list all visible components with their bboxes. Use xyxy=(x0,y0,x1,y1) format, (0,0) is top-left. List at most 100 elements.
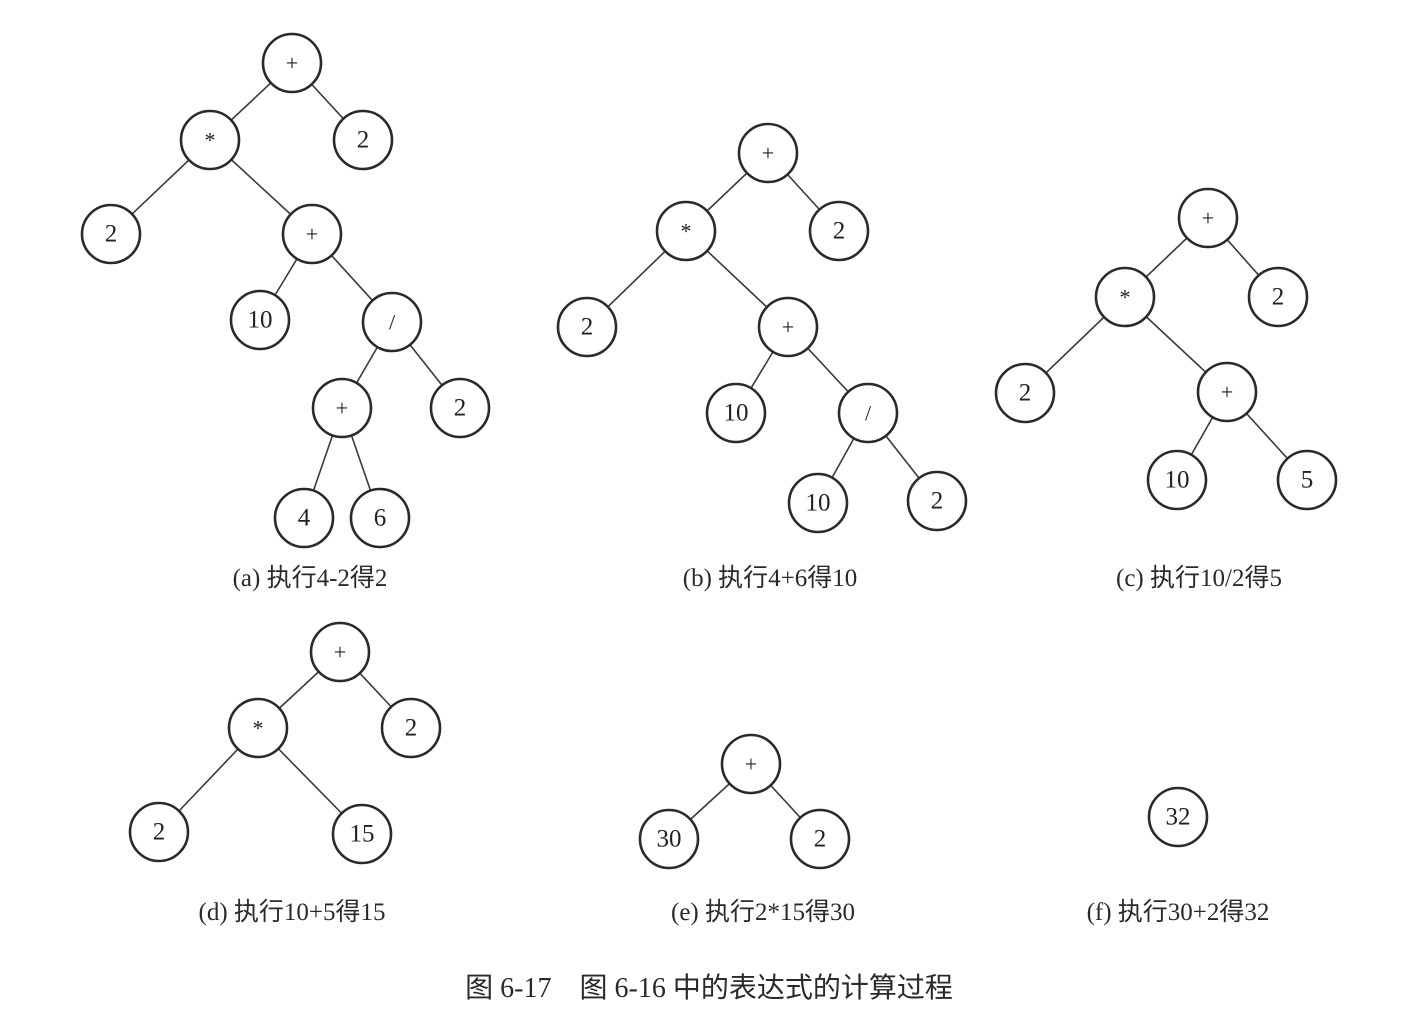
operator-node: + xyxy=(261,32,323,94)
node-label: 10 xyxy=(806,490,831,517)
tree-panel-e: +30 2 (e) 执行2*15得30 xyxy=(638,733,855,926)
panels-layer: + * 2 2 +10 / + 2 4 6 (a) 执行4-2得2 + * 2 2 +10 / 10 2 (b) 执行… xyxy=(80,32,1338,926)
node-label: / xyxy=(389,310,396,335)
operand-node: 2 xyxy=(808,200,870,262)
node-circle xyxy=(556,296,618,358)
node-label: + xyxy=(1202,206,1214,231)
operand-node: 10 xyxy=(705,382,767,444)
node-circle xyxy=(906,470,968,532)
node-circle xyxy=(837,382,899,444)
node-label: 2 xyxy=(357,127,370,154)
node-label: + xyxy=(745,752,757,777)
operand-node: 10 xyxy=(787,472,849,534)
node-circle xyxy=(273,487,335,549)
node-label: 6 xyxy=(374,505,387,532)
operator-node: * xyxy=(655,200,717,262)
operator-node: / xyxy=(837,382,899,444)
node-circle xyxy=(179,109,241,171)
node-circle xyxy=(349,487,411,549)
node-label: 2 xyxy=(581,314,594,341)
node-circle xyxy=(311,377,373,439)
operator-node: * xyxy=(1094,266,1156,328)
tree-edges xyxy=(110,62,461,519)
node-label: 30 xyxy=(657,826,682,853)
node-label: 2 xyxy=(1272,284,1285,311)
operator-node: * xyxy=(179,109,241,171)
panel-caption-b: (b) 执行4+6得10 xyxy=(683,564,858,592)
node-circle xyxy=(331,803,393,865)
node-label: 15 xyxy=(350,821,375,848)
node-circle xyxy=(227,697,289,759)
node-label: * xyxy=(1120,285,1131,310)
operator-node: / xyxy=(361,291,423,353)
node-circle xyxy=(757,296,819,358)
node-circle xyxy=(705,382,767,444)
panel-caption-d: (d) 执行10+5得15 xyxy=(199,898,386,926)
node-label: + xyxy=(334,640,346,665)
node-label: 32 xyxy=(1166,804,1191,831)
node-label: * xyxy=(205,128,216,153)
node-label: 4 xyxy=(298,505,311,532)
operator-node: + xyxy=(720,733,782,795)
figure-caption: 图 6-17 图 6-16 中的表达式的计算过程 xyxy=(465,972,953,1004)
node-label: + xyxy=(306,222,318,247)
node-circle xyxy=(655,200,717,262)
node-circle xyxy=(1276,449,1338,511)
tree-panel-a: + * 2 2 +10 / + 2 4 6 (a) 执行4-2得2 xyxy=(80,32,491,592)
node-circle xyxy=(787,472,849,534)
node-circle xyxy=(261,32,323,94)
node-label: + xyxy=(782,315,794,340)
node-circle xyxy=(229,289,291,351)
panel-caption-f: (f) 执行30+2得32 xyxy=(1087,898,1270,926)
node-label: + xyxy=(336,396,348,421)
node-circle xyxy=(1247,266,1309,328)
tree-panel-f: 32 (f) 执行30+2得32 xyxy=(1087,786,1270,926)
operand-node: 6 xyxy=(349,487,411,549)
operator-node: + xyxy=(757,296,819,358)
tree-panel-c: + * 2 2 +10 5 (c) 执行10/2得5 xyxy=(994,187,1338,592)
node-label: 2 xyxy=(105,221,118,248)
tree-panel-b: + * 2 2 +10 / 10 2 (b) 执行4+6得10 xyxy=(556,122,968,592)
node-circle xyxy=(737,122,799,184)
node-label: + xyxy=(1221,380,1233,405)
operator-node: + xyxy=(309,621,371,683)
node-label: 10 xyxy=(248,307,273,334)
operand-node: 30 xyxy=(638,808,700,870)
operand-node: 5 xyxy=(1276,449,1338,511)
node-circle xyxy=(429,377,491,439)
operand-node: 10 xyxy=(229,289,291,351)
operand-node: 2 xyxy=(332,109,394,171)
node-circle xyxy=(332,109,394,171)
operand-node: 2 xyxy=(1247,266,1309,328)
node-circle xyxy=(128,801,190,863)
node-circle xyxy=(380,697,442,759)
node-label: / xyxy=(865,401,872,426)
operand-node: 4 xyxy=(273,487,335,549)
node-circle xyxy=(309,621,371,683)
operand-node: 2 xyxy=(906,470,968,532)
panel-caption-a: (a) 执行4-2得2 xyxy=(233,564,388,592)
node-label: + xyxy=(286,51,298,76)
node-label: 10 xyxy=(1165,467,1190,494)
panel-caption-c: (c) 执行10/2得5 xyxy=(1116,564,1282,592)
node-label: 2 xyxy=(1019,380,1032,407)
node-circle xyxy=(1147,786,1209,848)
node-circle xyxy=(361,291,423,353)
node-circle xyxy=(638,808,700,870)
operator-node: + xyxy=(311,377,373,439)
operand-node: 2 xyxy=(994,362,1056,424)
node-label: 2 xyxy=(814,826,827,853)
panel-caption-e: (e) 执行2*15得30 xyxy=(671,898,855,926)
operand-node: 15 xyxy=(331,803,393,865)
node-circle xyxy=(808,200,870,262)
operator-node: + xyxy=(737,122,799,184)
operand-node: 2 xyxy=(80,203,142,265)
node-label: + xyxy=(762,141,774,166)
node-circle xyxy=(1177,187,1239,249)
node-circle xyxy=(994,362,1056,424)
node-label: 5 xyxy=(1301,467,1314,494)
node-label: 2 xyxy=(454,395,467,422)
node-circle xyxy=(281,203,343,265)
node-circle xyxy=(1196,361,1258,423)
